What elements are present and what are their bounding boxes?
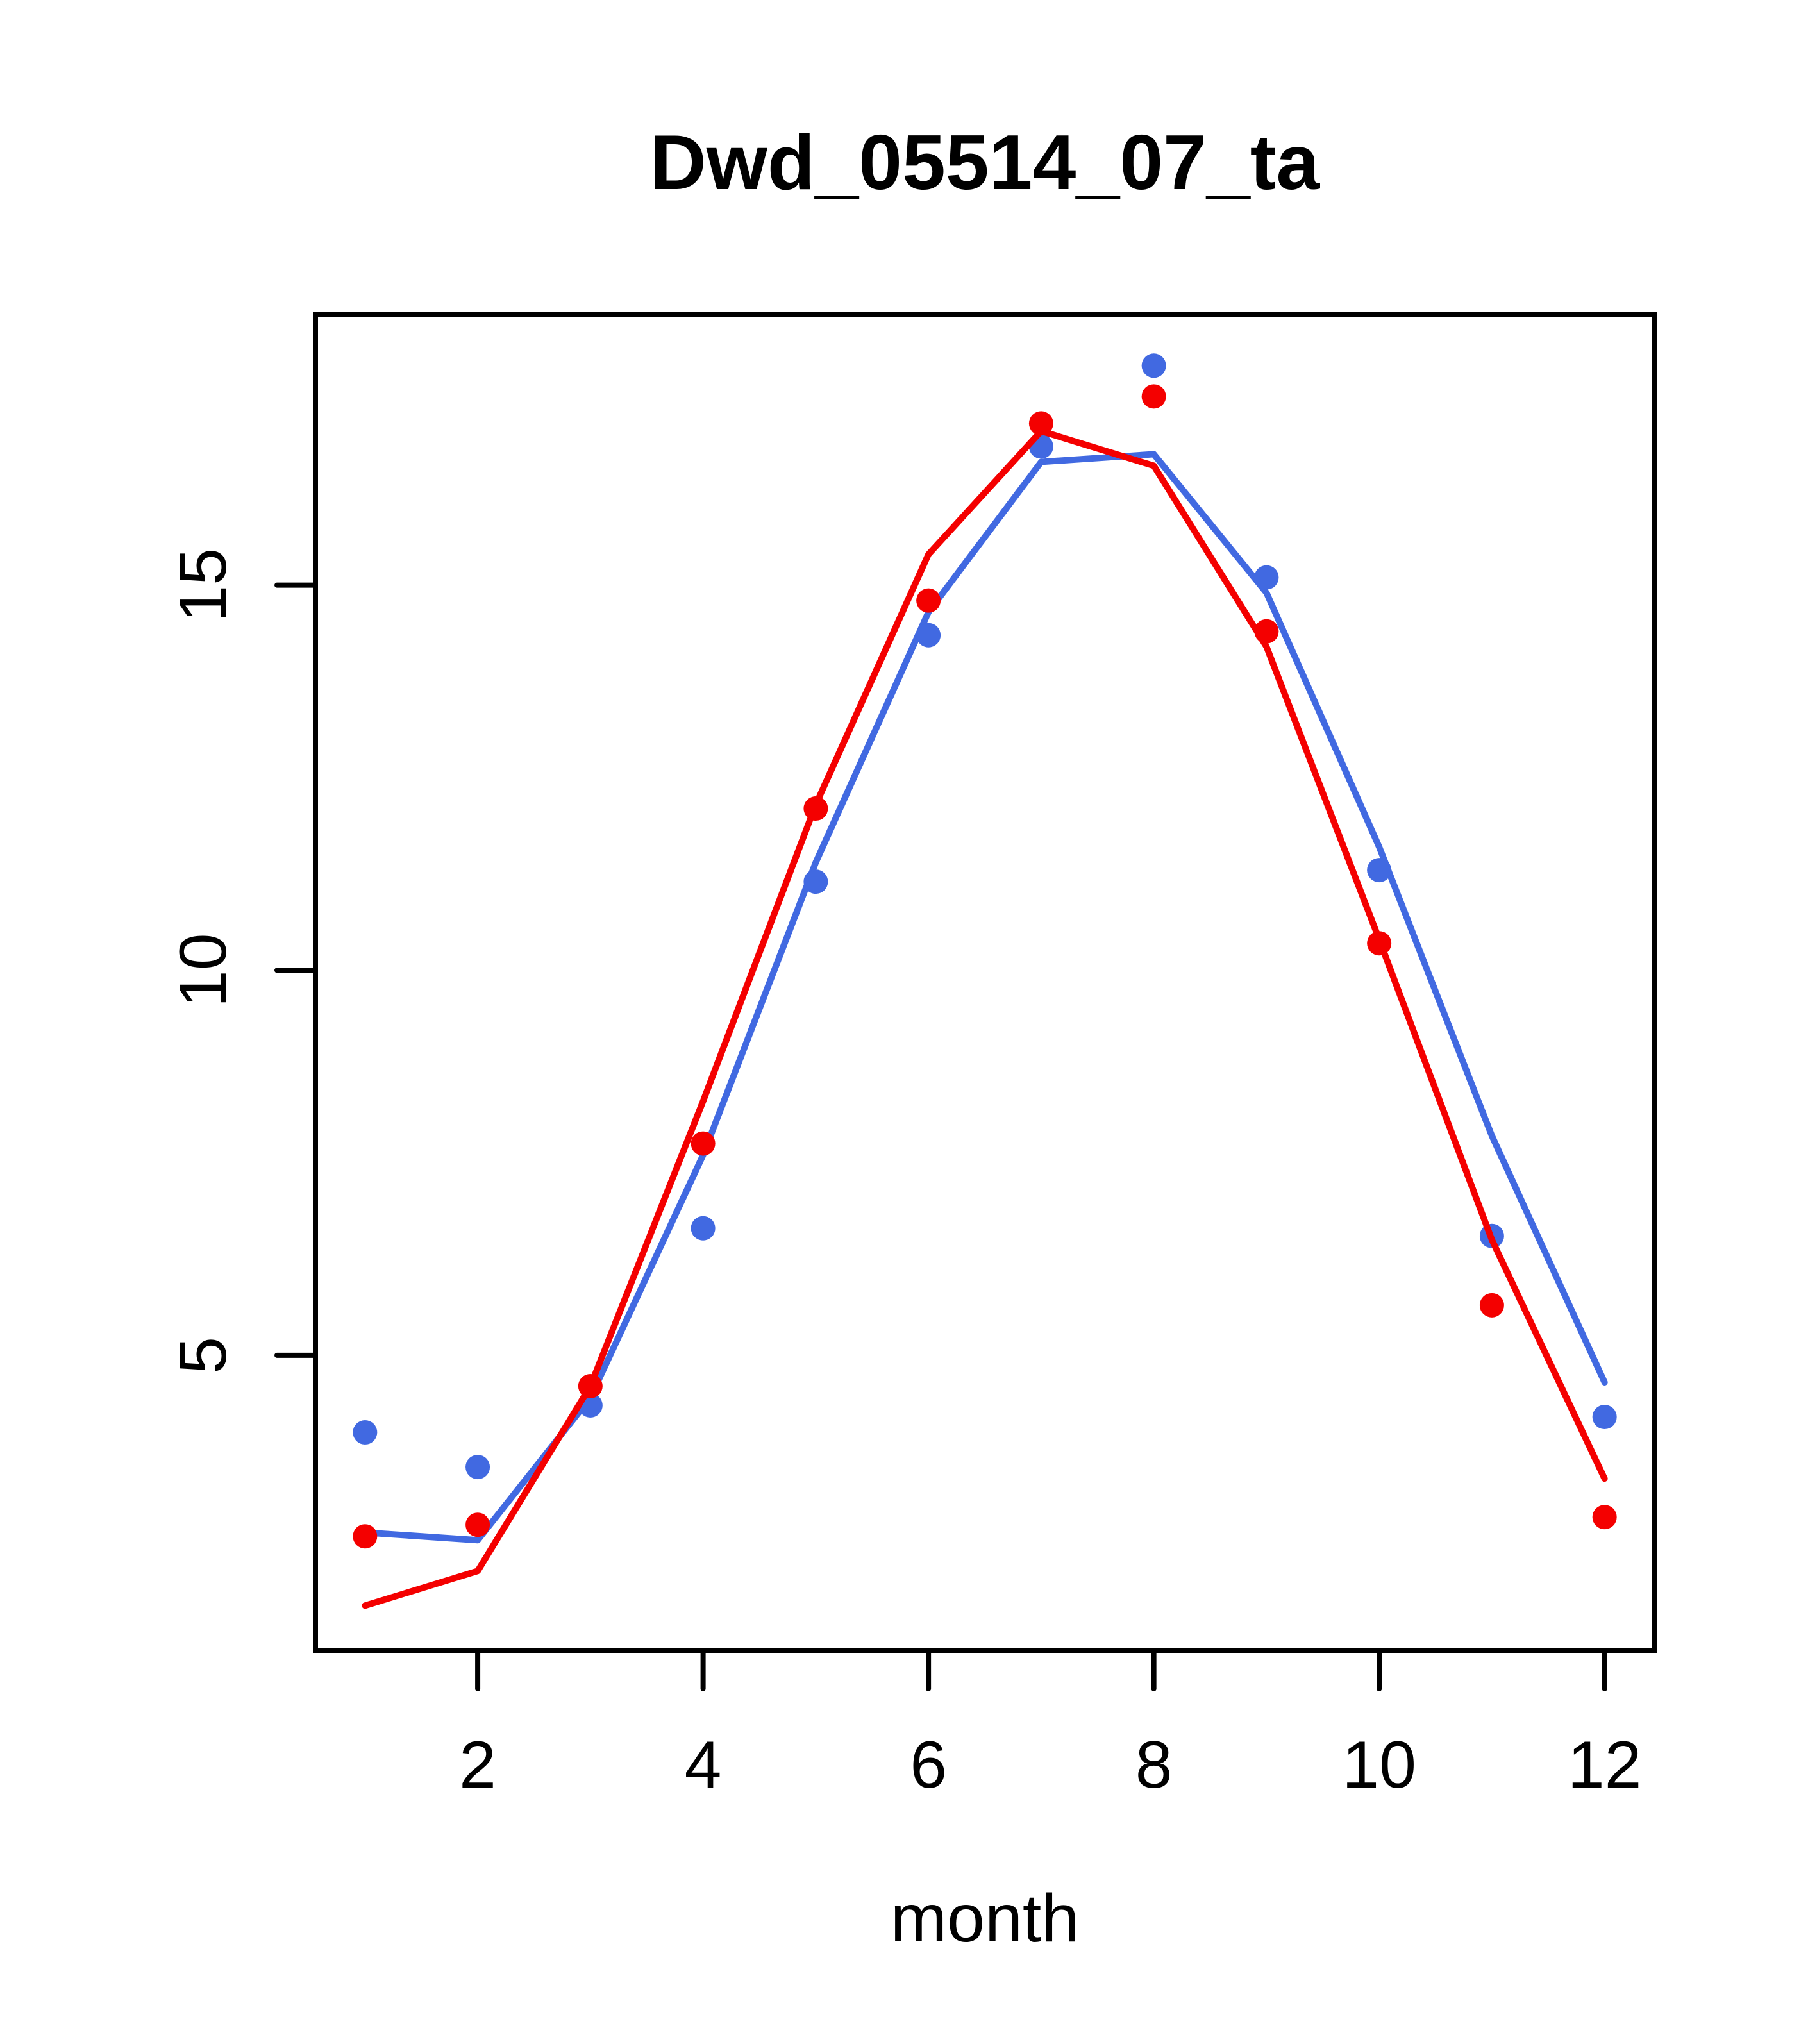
x-tick-label-6: 6 xyxy=(910,1728,947,1802)
series-red-points-point-12 xyxy=(1592,1505,1617,1530)
series-red-points-point-4 xyxy=(691,1131,716,1156)
x-tick-label-8: 8 xyxy=(1135,1728,1173,1802)
series-red-points-point-9 xyxy=(1254,619,1279,644)
series-red-points-point-7 xyxy=(1028,411,1053,436)
series-blue-points-point-12 xyxy=(1592,1405,1617,1430)
series-red-points-point-1 xyxy=(353,1524,378,1549)
x-tick-label-2: 2 xyxy=(459,1728,496,1802)
series-red-points-point-2 xyxy=(465,1512,490,1537)
y-tick-label-15: 15 xyxy=(166,548,240,623)
series-red-line xyxy=(362,428,1608,1609)
series-blue-points-point-8 xyxy=(1141,353,1166,378)
x-axis-label: month xyxy=(891,1881,1080,1956)
x-tick-label-12: 12 xyxy=(1568,1728,1642,1802)
y-tick-label-5: 5 xyxy=(166,1337,240,1374)
chart-title: Dwd_05514_07_ta xyxy=(650,119,1321,206)
series-red-points-point-10 xyxy=(1367,931,1392,956)
x-tick-label-10: 10 xyxy=(1342,1728,1416,1802)
series-blue-points-point-1 xyxy=(353,1420,378,1445)
series-blue-points-point-6 xyxy=(916,623,941,648)
series-blue-line xyxy=(362,451,1608,1544)
series-blue-points-point-2 xyxy=(465,1455,490,1480)
series-blue-points-point-9 xyxy=(1254,565,1279,590)
series-red-points-point-3 xyxy=(578,1373,603,1398)
series-blue-points-point-5 xyxy=(803,869,828,894)
series-red-points-point-11 xyxy=(1479,1293,1504,1318)
y-tick-label-10: 10 xyxy=(166,933,240,1007)
series-red-points-point-8 xyxy=(1141,384,1166,409)
series-red-points-point-6 xyxy=(916,588,941,613)
series-red-points-point-5 xyxy=(803,796,828,821)
x-tick-label-4: 4 xyxy=(685,1728,722,1802)
plot-box xyxy=(313,312,1657,1653)
series-blue-points-point-4 xyxy=(691,1216,716,1241)
series-blue-points-point-10 xyxy=(1367,858,1392,883)
